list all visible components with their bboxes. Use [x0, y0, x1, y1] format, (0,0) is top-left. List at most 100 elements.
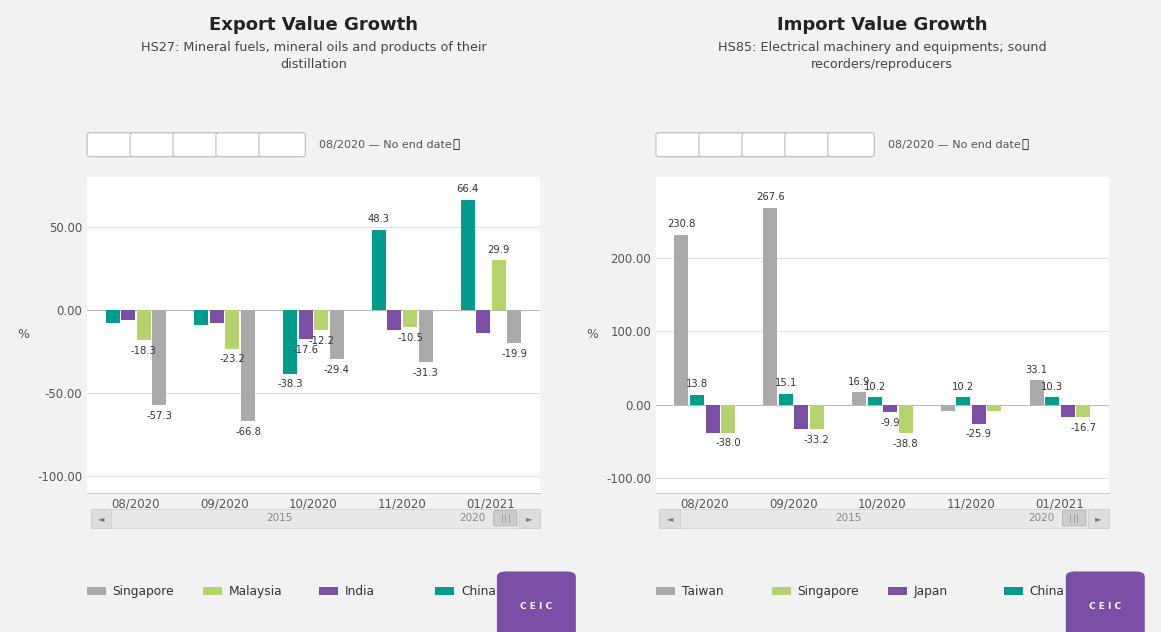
Text: Export Value Growth: Export Value Growth: [209, 16, 418, 33]
Text: ◄: ◄: [666, 514, 673, 523]
Text: 16.9: 16.9: [848, 377, 871, 387]
Bar: [957, 398, 971, 404]
Y-axis label: %: %: [17, 329, 29, 341]
Bar: [794, 404, 808, 429]
Text: |: |: [1076, 514, 1079, 523]
Bar: [210, 310, 224, 324]
Text: -57.3: -57.3: [146, 411, 172, 421]
Text: Import Value Growth: Import Value Growth: [777, 16, 988, 33]
Text: 10.2: 10.2: [952, 382, 974, 392]
Text: YTD: YTD: [669, 140, 690, 150]
Text: -38.8: -38.8: [893, 439, 918, 449]
Text: -66.8: -66.8: [235, 427, 261, 437]
Text: 5Y: 5Y: [232, 140, 246, 150]
Text: 3Y: 3Y: [758, 140, 772, 150]
Text: -31.3: -31.3: [412, 368, 439, 378]
Text: HS27: Mineral fuels, mineral oils and products of their
distillation: HS27: Mineral fuels, mineral oils and pr…: [140, 41, 486, 71]
Text: |: |: [507, 514, 510, 523]
Bar: [988, 404, 1002, 411]
Text: 📅: 📅: [453, 138, 460, 151]
Text: -19.9: -19.9: [502, 349, 527, 359]
Text: Taiwan: Taiwan: [682, 585, 723, 598]
Bar: [1030, 380, 1044, 404]
Bar: [315, 310, 329, 331]
Text: -33.2: -33.2: [805, 435, 830, 445]
Bar: [330, 310, 344, 359]
Text: 33.1: 33.1: [1025, 365, 1047, 375]
Bar: [899, 404, 913, 434]
Text: HS85: Electrical machinery and equipments; sound
recorders/reproducers: HS85: Electrical machinery and equipment…: [717, 41, 1047, 71]
Bar: [972, 404, 986, 424]
Bar: [940, 404, 954, 411]
Text: C E I C: C E I C: [1089, 602, 1122, 611]
Text: -17.6: -17.6: [293, 345, 319, 355]
Text: China: China: [1030, 585, 1065, 598]
Bar: [492, 260, 506, 310]
Text: -12.2: -12.2: [308, 336, 334, 346]
Bar: [810, 404, 824, 429]
Bar: [1061, 404, 1075, 417]
Text: |: |: [1069, 514, 1072, 523]
Text: 2020: 2020: [1029, 513, 1054, 523]
Text: All: All: [275, 140, 289, 150]
Bar: [298, 310, 312, 339]
Bar: [1076, 404, 1090, 417]
Bar: [867, 398, 881, 404]
Text: 2015: 2015: [835, 513, 861, 523]
Bar: [763, 208, 777, 404]
Bar: [137, 310, 151, 341]
Bar: [419, 310, 433, 362]
Bar: [852, 392, 866, 404]
Bar: [283, 310, 297, 374]
Bar: [461, 200, 475, 310]
Bar: [121, 310, 135, 320]
Bar: [884, 404, 897, 412]
Bar: [372, 229, 385, 310]
Text: 10.3: 10.3: [1041, 382, 1063, 391]
Text: 📅: 📅: [1022, 138, 1029, 151]
Text: 267.6: 267.6: [756, 192, 785, 202]
Text: -16.7: -16.7: [1070, 423, 1096, 433]
Bar: [706, 404, 720, 433]
Text: -18.3: -18.3: [131, 346, 157, 356]
Text: 66.4: 66.4: [456, 184, 478, 194]
Bar: [388, 310, 402, 330]
Text: 1Y: 1Y: [715, 140, 729, 150]
Text: ►: ►: [1095, 514, 1102, 523]
Bar: [194, 310, 208, 325]
Bar: [106, 310, 120, 324]
Text: C E I C: C E I C: [520, 602, 553, 611]
Text: ►: ►: [526, 514, 533, 523]
Text: All: All: [844, 140, 858, 150]
Bar: [241, 310, 255, 421]
Text: China: China: [461, 585, 496, 598]
Bar: [225, 310, 239, 349]
Bar: [403, 310, 417, 327]
Text: |: |: [1073, 514, 1075, 523]
Text: -25.9: -25.9: [966, 430, 991, 439]
Bar: [779, 394, 793, 404]
Text: 15.1: 15.1: [774, 378, 796, 388]
Bar: [476, 310, 490, 333]
Text: YTD: YTD: [100, 140, 121, 150]
Text: 48.3: 48.3: [368, 214, 390, 224]
Bar: [1045, 397, 1059, 404]
Text: Malaysia: Malaysia: [229, 585, 282, 598]
Bar: [507, 310, 521, 343]
Text: 2020: 2020: [460, 513, 485, 523]
Text: |: |: [500, 514, 503, 523]
Text: ◄: ◄: [98, 514, 104, 523]
Text: -38.0: -38.0: [715, 439, 741, 448]
Text: 2015: 2015: [266, 513, 293, 523]
Text: Japan: Japan: [914, 585, 947, 598]
Text: -9.9: -9.9: [880, 418, 900, 428]
Text: India: India: [345, 585, 375, 598]
Text: -38.3: -38.3: [277, 379, 303, 389]
Text: 5Y: 5Y: [801, 140, 815, 150]
Text: |: |: [504, 514, 506, 523]
Text: -29.4: -29.4: [324, 365, 349, 375]
Y-axis label: %: %: [586, 329, 598, 341]
Text: Singapore: Singapore: [798, 585, 859, 598]
Text: -10.5: -10.5: [397, 333, 423, 343]
Text: 230.8: 230.8: [668, 219, 695, 229]
